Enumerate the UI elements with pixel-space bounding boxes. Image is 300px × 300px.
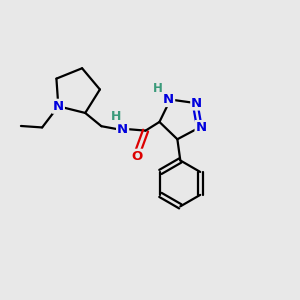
Text: N: N (196, 121, 207, 134)
Text: H: H (111, 110, 121, 123)
Text: N: N (191, 97, 202, 110)
Text: N: N (163, 93, 174, 106)
Text: H: H (153, 82, 163, 95)
Text: N: N (53, 100, 64, 113)
Text: N: N (117, 123, 128, 136)
Text: O: O (131, 150, 142, 163)
